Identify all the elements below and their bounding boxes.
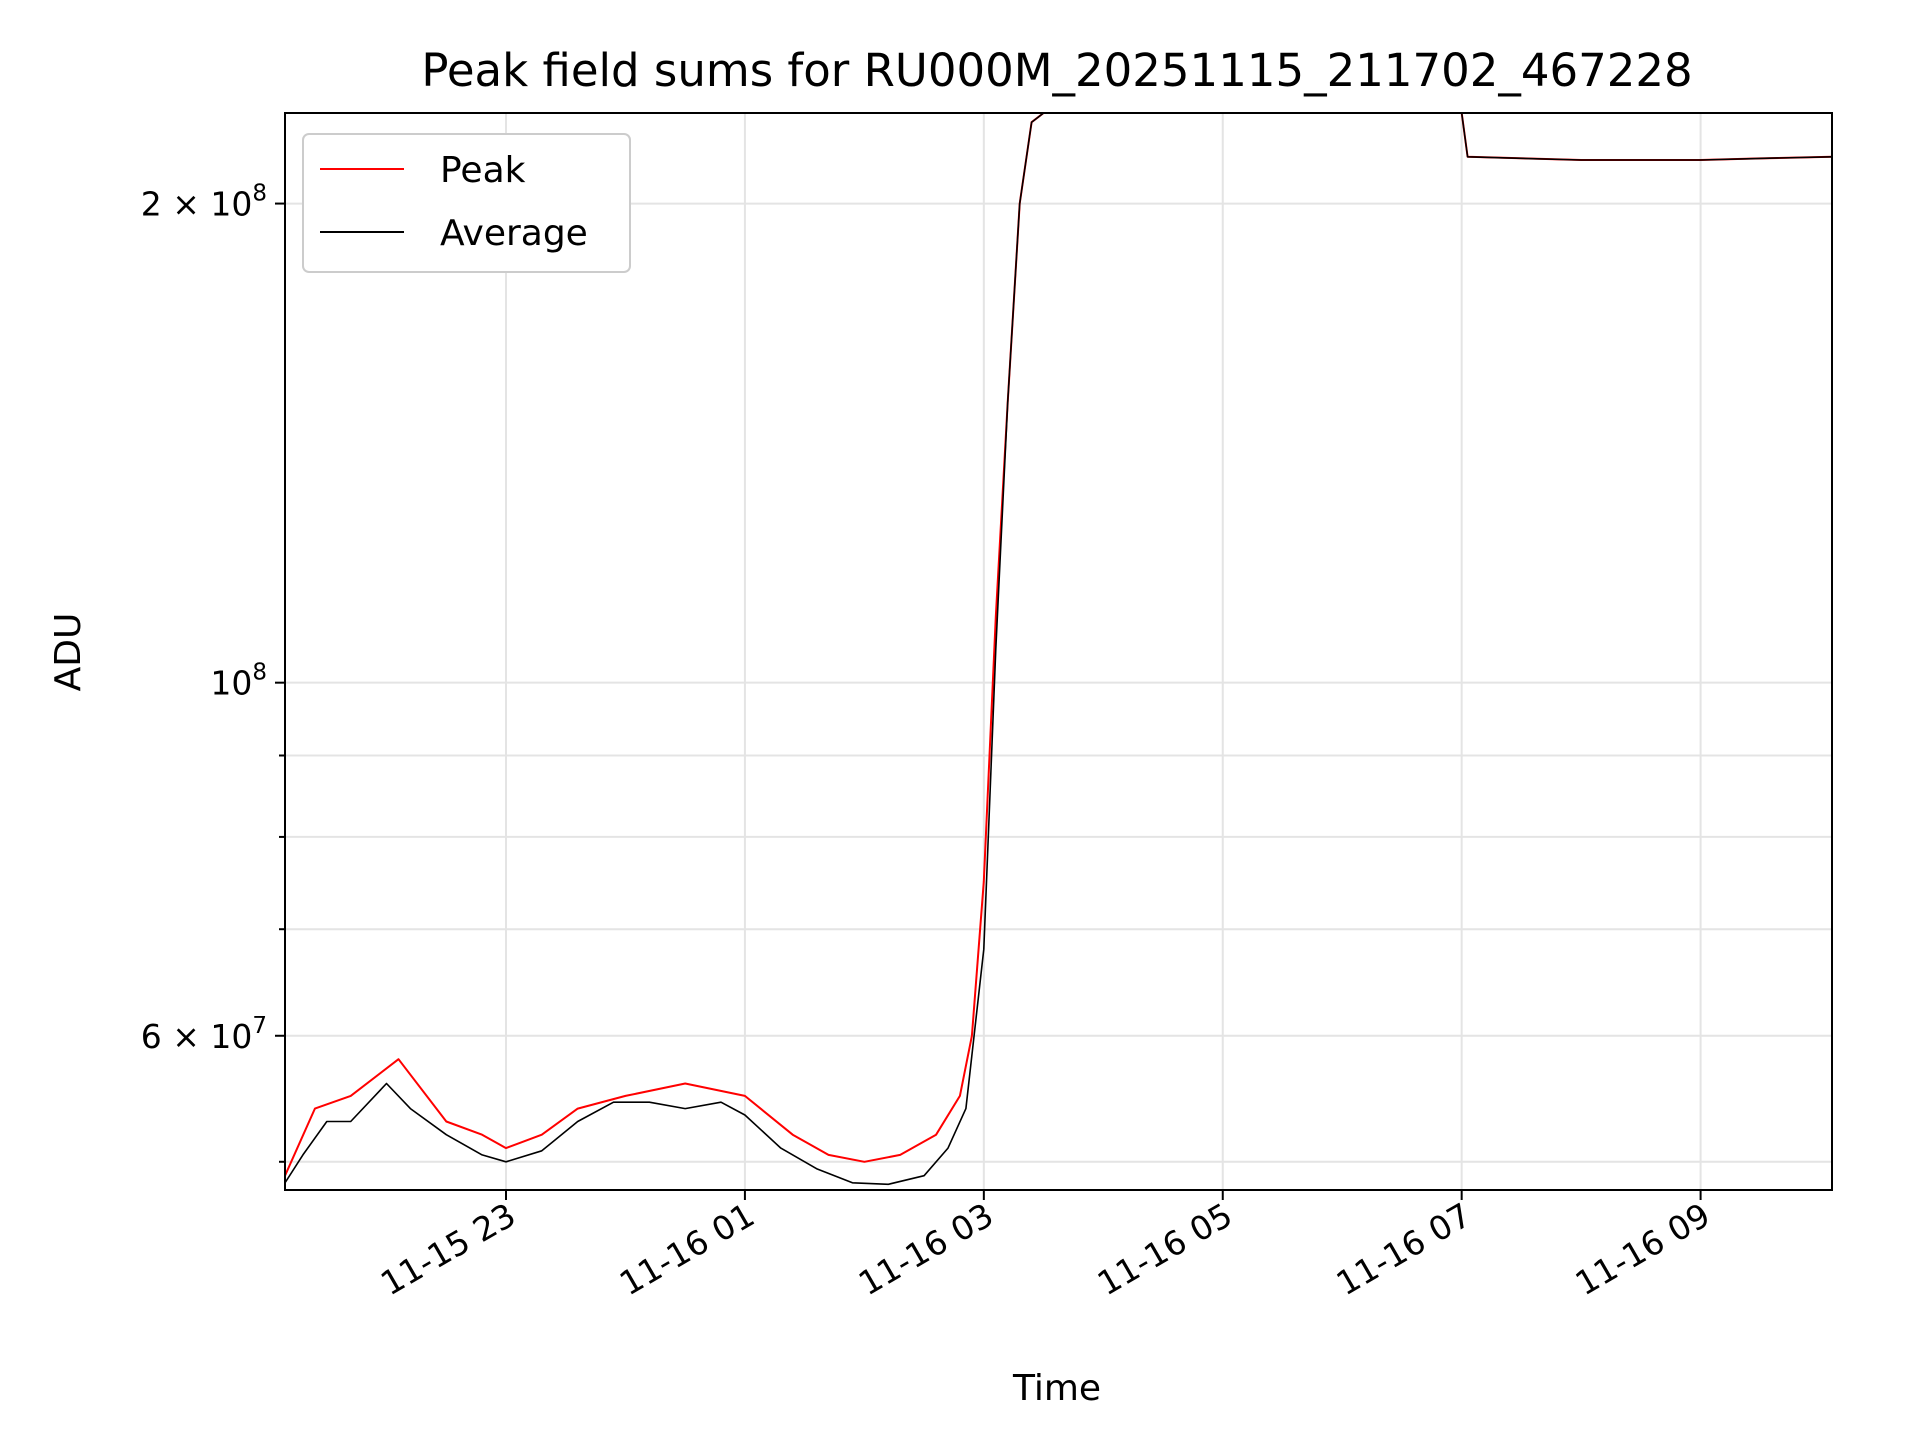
- y-tick-label-0: 108: [210, 660, 267, 703]
- series-line-average: [285, 113, 1832, 1186]
- legend: Peak Average: [302, 133, 631, 273]
- plot-background: [285, 113, 1832, 1190]
- series-line-peak: [285, 113, 1832, 1177]
- legend-label-average: Average: [440, 213, 588, 254]
- y-tick-label-2: 6 × 107: [141, 1013, 267, 1056]
- chart-title: Peak field sums for RU000M_20251115_2117…: [421, 44, 1692, 97]
- y-tick-label-1: 2 × 108: [141, 181, 267, 224]
- x-axis-label: Time: [1012, 1368, 1101, 1409]
- y-axis-label: ADU: [48, 613, 89, 692]
- plot-frame: [284, 112, 1833, 1191]
- legend-label-peak: Peak: [440, 150, 526, 191]
- y-axis: 108 2 × 108 6 × 107: [141, 181, 285, 1163]
- series-layer: [285, 113, 1832, 1186]
